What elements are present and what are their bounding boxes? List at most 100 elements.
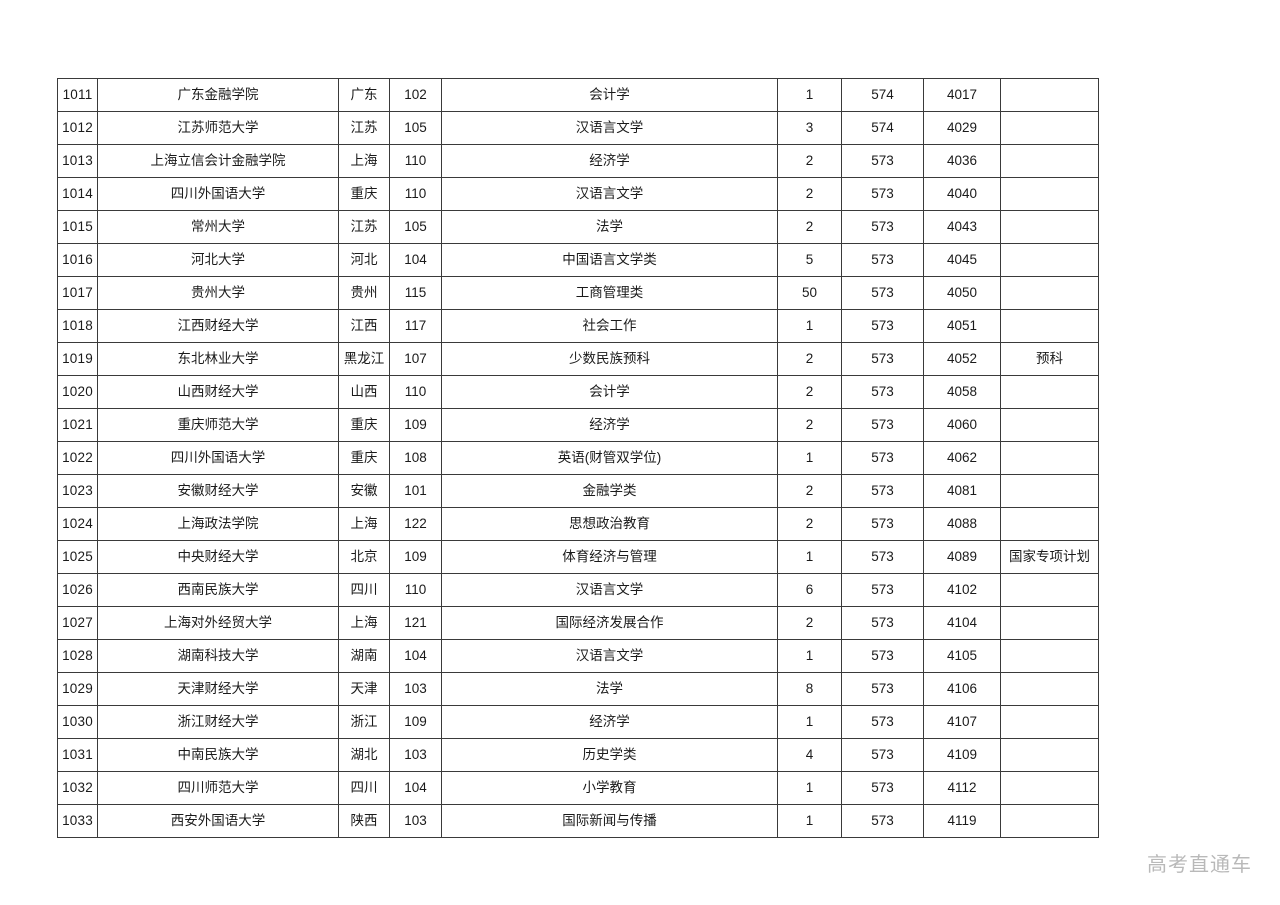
row-id: 1020 xyxy=(57,375,98,409)
table-row: 1011 广东金融学院 广东 102 会计学 1 574 4017 xyxy=(57,78,1099,112)
table-row: 1025 中央财经大学 北京 109 体育经济与管理 1 573 4089 国家专项计划 xyxy=(57,540,1099,574)
rank-position: 4062 xyxy=(923,441,1001,475)
table-row: 1033 西安外国语大学 陕西 103 国际新闻与传播 1 573 4119 xyxy=(57,804,1099,838)
school-code: 110 xyxy=(389,177,442,211)
plan-count: 2 xyxy=(777,144,842,178)
province: 四川 xyxy=(338,573,390,607)
admission-score: 573 xyxy=(841,210,924,244)
school-code: 104 xyxy=(389,639,442,673)
major-name: 国际新闻与传播 xyxy=(441,804,778,838)
note xyxy=(1000,738,1099,772)
rank-position: 4060 xyxy=(923,408,1001,442)
rank-position: 4081 xyxy=(923,474,1001,508)
plan-count: 4 xyxy=(777,738,842,772)
admission-score: 573 xyxy=(841,144,924,178)
admission-score: 574 xyxy=(841,111,924,145)
rank-position: 4112 xyxy=(923,771,1001,805)
school-name: 西安外国语大学 xyxy=(97,804,339,838)
admission-score: 573 xyxy=(841,441,924,475)
admission-score: 573 xyxy=(841,573,924,607)
admission-score-table: 1011 广东金融学院 广东 102 会计学 1 574 4017 1012 江苏师范大学 江苏 10… xyxy=(57,78,1099,838)
major-name: 工商管理类 xyxy=(441,276,778,310)
note xyxy=(1000,210,1099,244)
province: 江苏 xyxy=(338,111,390,145)
admission-score: 573 xyxy=(841,375,924,409)
table-row: 1017 贵州大学 贵州 115 工商管理类 50 573 4050 xyxy=(57,276,1099,310)
school-code: 109 xyxy=(389,705,442,739)
table-row: 1027 上海对外经贸大学 上海 121 国际经济发展合作 2 573 4104 xyxy=(57,606,1099,640)
table-row: 1014 四川外国语大学 重庆 110 汉语言文学 2 573 4040 xyxy=(57,177,1099,211)
plan-count: 8 xyxy=(777,672,842,706)
school-name: 重庆师范大学 xyxy=(97,408,339,442)
table-row: 1028 湖南科技大学 湖南 104 汉语言文学 1 573 4105 xyxy=(57,639,1099,673)
school-name: 上海立信会计金融学院 xyxy=(97,144,339,178)
note xyxy=(1000,705,1099,739)
table-row: 1030 浙江财经大学 浙江 109 经济学 1 573 4107 xyxy=(57,705,1099,739)
province: 浙江 xyxy=(338,705,390,739)
school-name: 四川外国语大学 xyxy=(97,441,339,475)
rank-position: 4104 xyxy=(923,606,1001,640)
school-code: 107 xyxy=(389,342,442,376)
admission-score: 573 xyxy=(841,771,924,805)
school-code: 110 xyxy=(389,144,442,178)
row-id: 1031 xyxy=(57,738,98,772)
note xyxy=(1000,177,1099,211)
note xyxy=(1000,309,1099,343)
province: 山西 xyxy=(338,375,390,409)
school-code: 105 xyxy=(389,210,442,244)
table-row: 1020 山西财经大学 山西 110 会计学 2 573 4058 xyxy=(57,375,1099,409)
plan-count: 2 xyxy=(777,507,842,541)
rank-position: 4119 xyxy=(923,804,1001,838)
plan-count: 2 xyxy=(777,408,842,442)
row-id: 1032 xyxy=(57,771,98,805)
major-name: 会计学 xyxy=(441,78,778,112)
table-row: 1021 重庆师范大学 重庆 109 经济学 2 573 4060 xyxy=(57,408,1099,442)
admission-score: 573 xyxy=(841,474,924,508)
rank-position: 4051 xyxy=(923,309,1001,343)
row-id: 1011 xyxy=(57,78,98,112)
province: 黑龙江 xyxy=(338,342,390,376)
rank-position: 4102 xyxy=(923,573,1001,607)
rank-position: 4107 xyxy=(923,705,1001,739)
score-table-container: 1011 广东金融学院 广东 102 会计学 1 574 4017 1012 江苏师范大学 江苏 10… xyxy=(57,78,1099,838)
school-name: 四川师范大学 xyxy=(97,771,339,805)
row-id: 1013 xyxy=(57,144,98,178)
school-code: 122 xyxy=(389,507,442,541)
major-name: 金融学类 xyxy=(441,474,778,508)
plan-count: 2 xyxy=(777,606,842,640)
school-code: 108 xyxy=(389,441,442,475)
plan-count: 1 xyxy=(777,705,842,739)
row-id: 1025 xyxy=(57,540,98,574)
rank-position: 4058 xyxy=(923,375,1001,409)
school-name: 东北林业大学 xyxy=(97,342,339,376)
plan-count: 1 xyxy=(777,639,842,673)
rank-position: 4040 xyxy=(923,177,1001,211)
province: 上海 xyxy=(338,144,390,178)
plan-count: 2 xyxy=(777,342,842,376)
plan-count: 2 xyxy=(777,375,842,409)
note xyxy=(1000,573,1099,607)
note xyxy=(1000,78,1099,112)
plan-count: 2 xyxy=(777,474,842,508)
major-name: 中国语言文学类 xyxy=(441,243,778,277)
school-code: 103 xyxy=(389,672,442,706)
school-name: 中南民族大学 xyxy=(97,738,339,772)
major-name: 汉语言文学 xyxy=(441,573,778,607)
admission-score: 573 xyxy=(841,177,924,211)
note: 预科 xyxy=(1000,342,1099,376)
school-code: 121 xyxy=(389,606,442,640)
note: 国家专项计划 xyxy=(1000,540,1099,574)
plan-count: 2 xyxy=(777,177,842,211)
row-id: 1012 xyxy=(57,111,98,145)
row-id: 1014 xyxy=(57,177,98,211)
plan-count: 6 xyxy=(777,573,842,607)
province: 湖北 xyxy=(338,738,390,772)
rank-position: 4089 xyxy=(923,540,1001,574)
school-name: 江西财经大学 xyxy=(97,309,339,343)
table-row: 1032 四川师范大学 四川 104 小学教育 1 573 4112 xyxy=(57,771,1099,805)
province: 安徽 xyxy=(338,474,390,508)
school-code: 110 xyxy=(389,375,442,409)
school-name: 贵州大学 xyxy=(97,276,339,310)
note xyxy=(1000,606,1099,640)
rank-position: 4036 xyxy=(923,144,1001,178)
